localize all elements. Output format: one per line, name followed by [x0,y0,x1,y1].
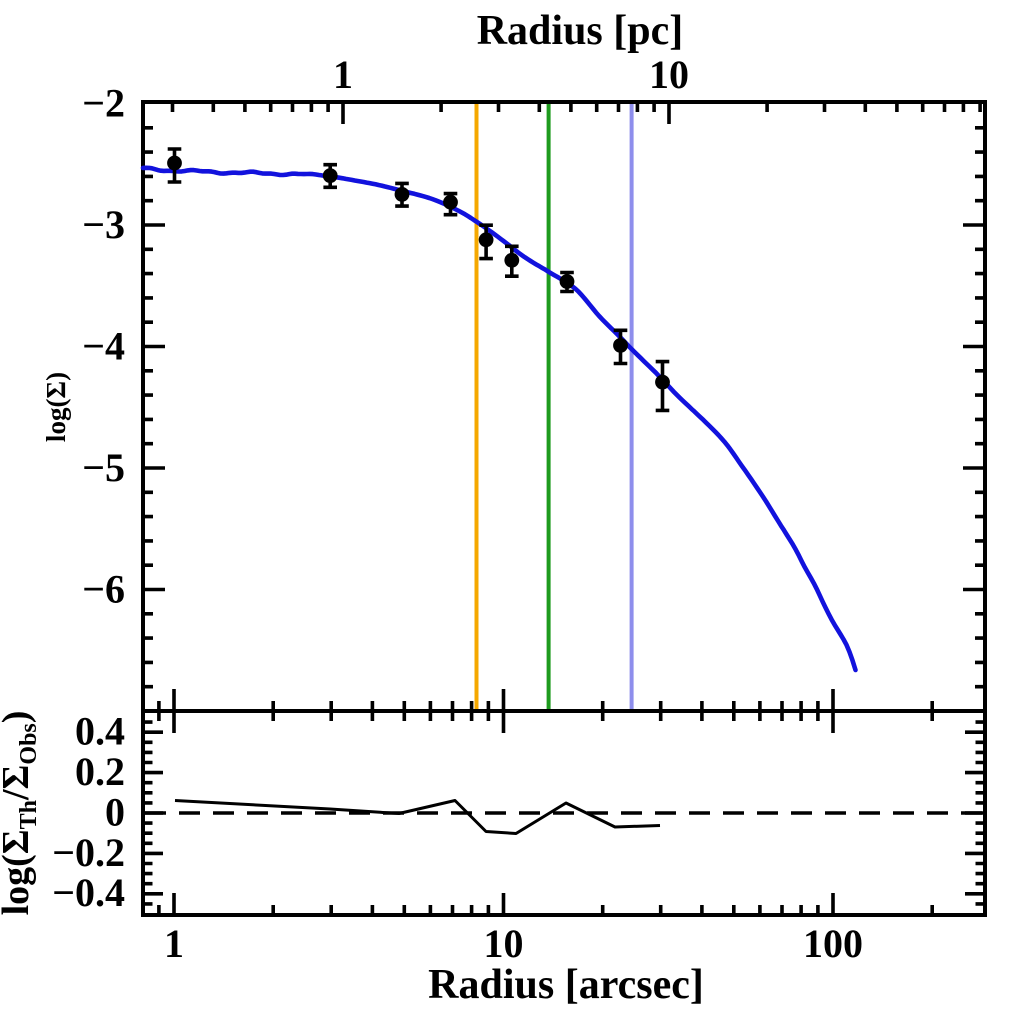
svg-text:Radius [pc]: Radius [pc] [477,8,684,54]
svg-text:0.2: 0.2 [75,749,125,794]
svg-text:Radius [arcsec]: Radius [arcsec] [428,962,704,1008]
svg-text:−5: −5 [82,445,125,490]
svg-text:−0.4: −0.4 [52,870,125,915]
svg-text:−2: −2 [82,81,125,126]
svg-text:−3: −3 [82,202,125,247]
svg-text:−6: −6 [82,567,125,612]
svg-text:1: 1 [164,921,184,966]
svg-text:10: 10 [484,921,524,966]
svg-text:100: 100 [803,921,863,966]
svg-text:10: 10 [649,52,689,97]
svg-text:0.4: 0.4 [75,709,125,754]
svg-text:−0.2: −0.2 [52,830,125,875]
svg-text:log(Σ): log(Σ) [41,372,71,442]
svg-text:log(ΣTh/ΣObs): log(ΣTh/ΣObs) [0,711,42,916]
svg-text:−4: −4 [82,324,125,369]
svg-text:0: 0 [105,789,125,834]
svg-text:1: 1 [333,52,353,97]
